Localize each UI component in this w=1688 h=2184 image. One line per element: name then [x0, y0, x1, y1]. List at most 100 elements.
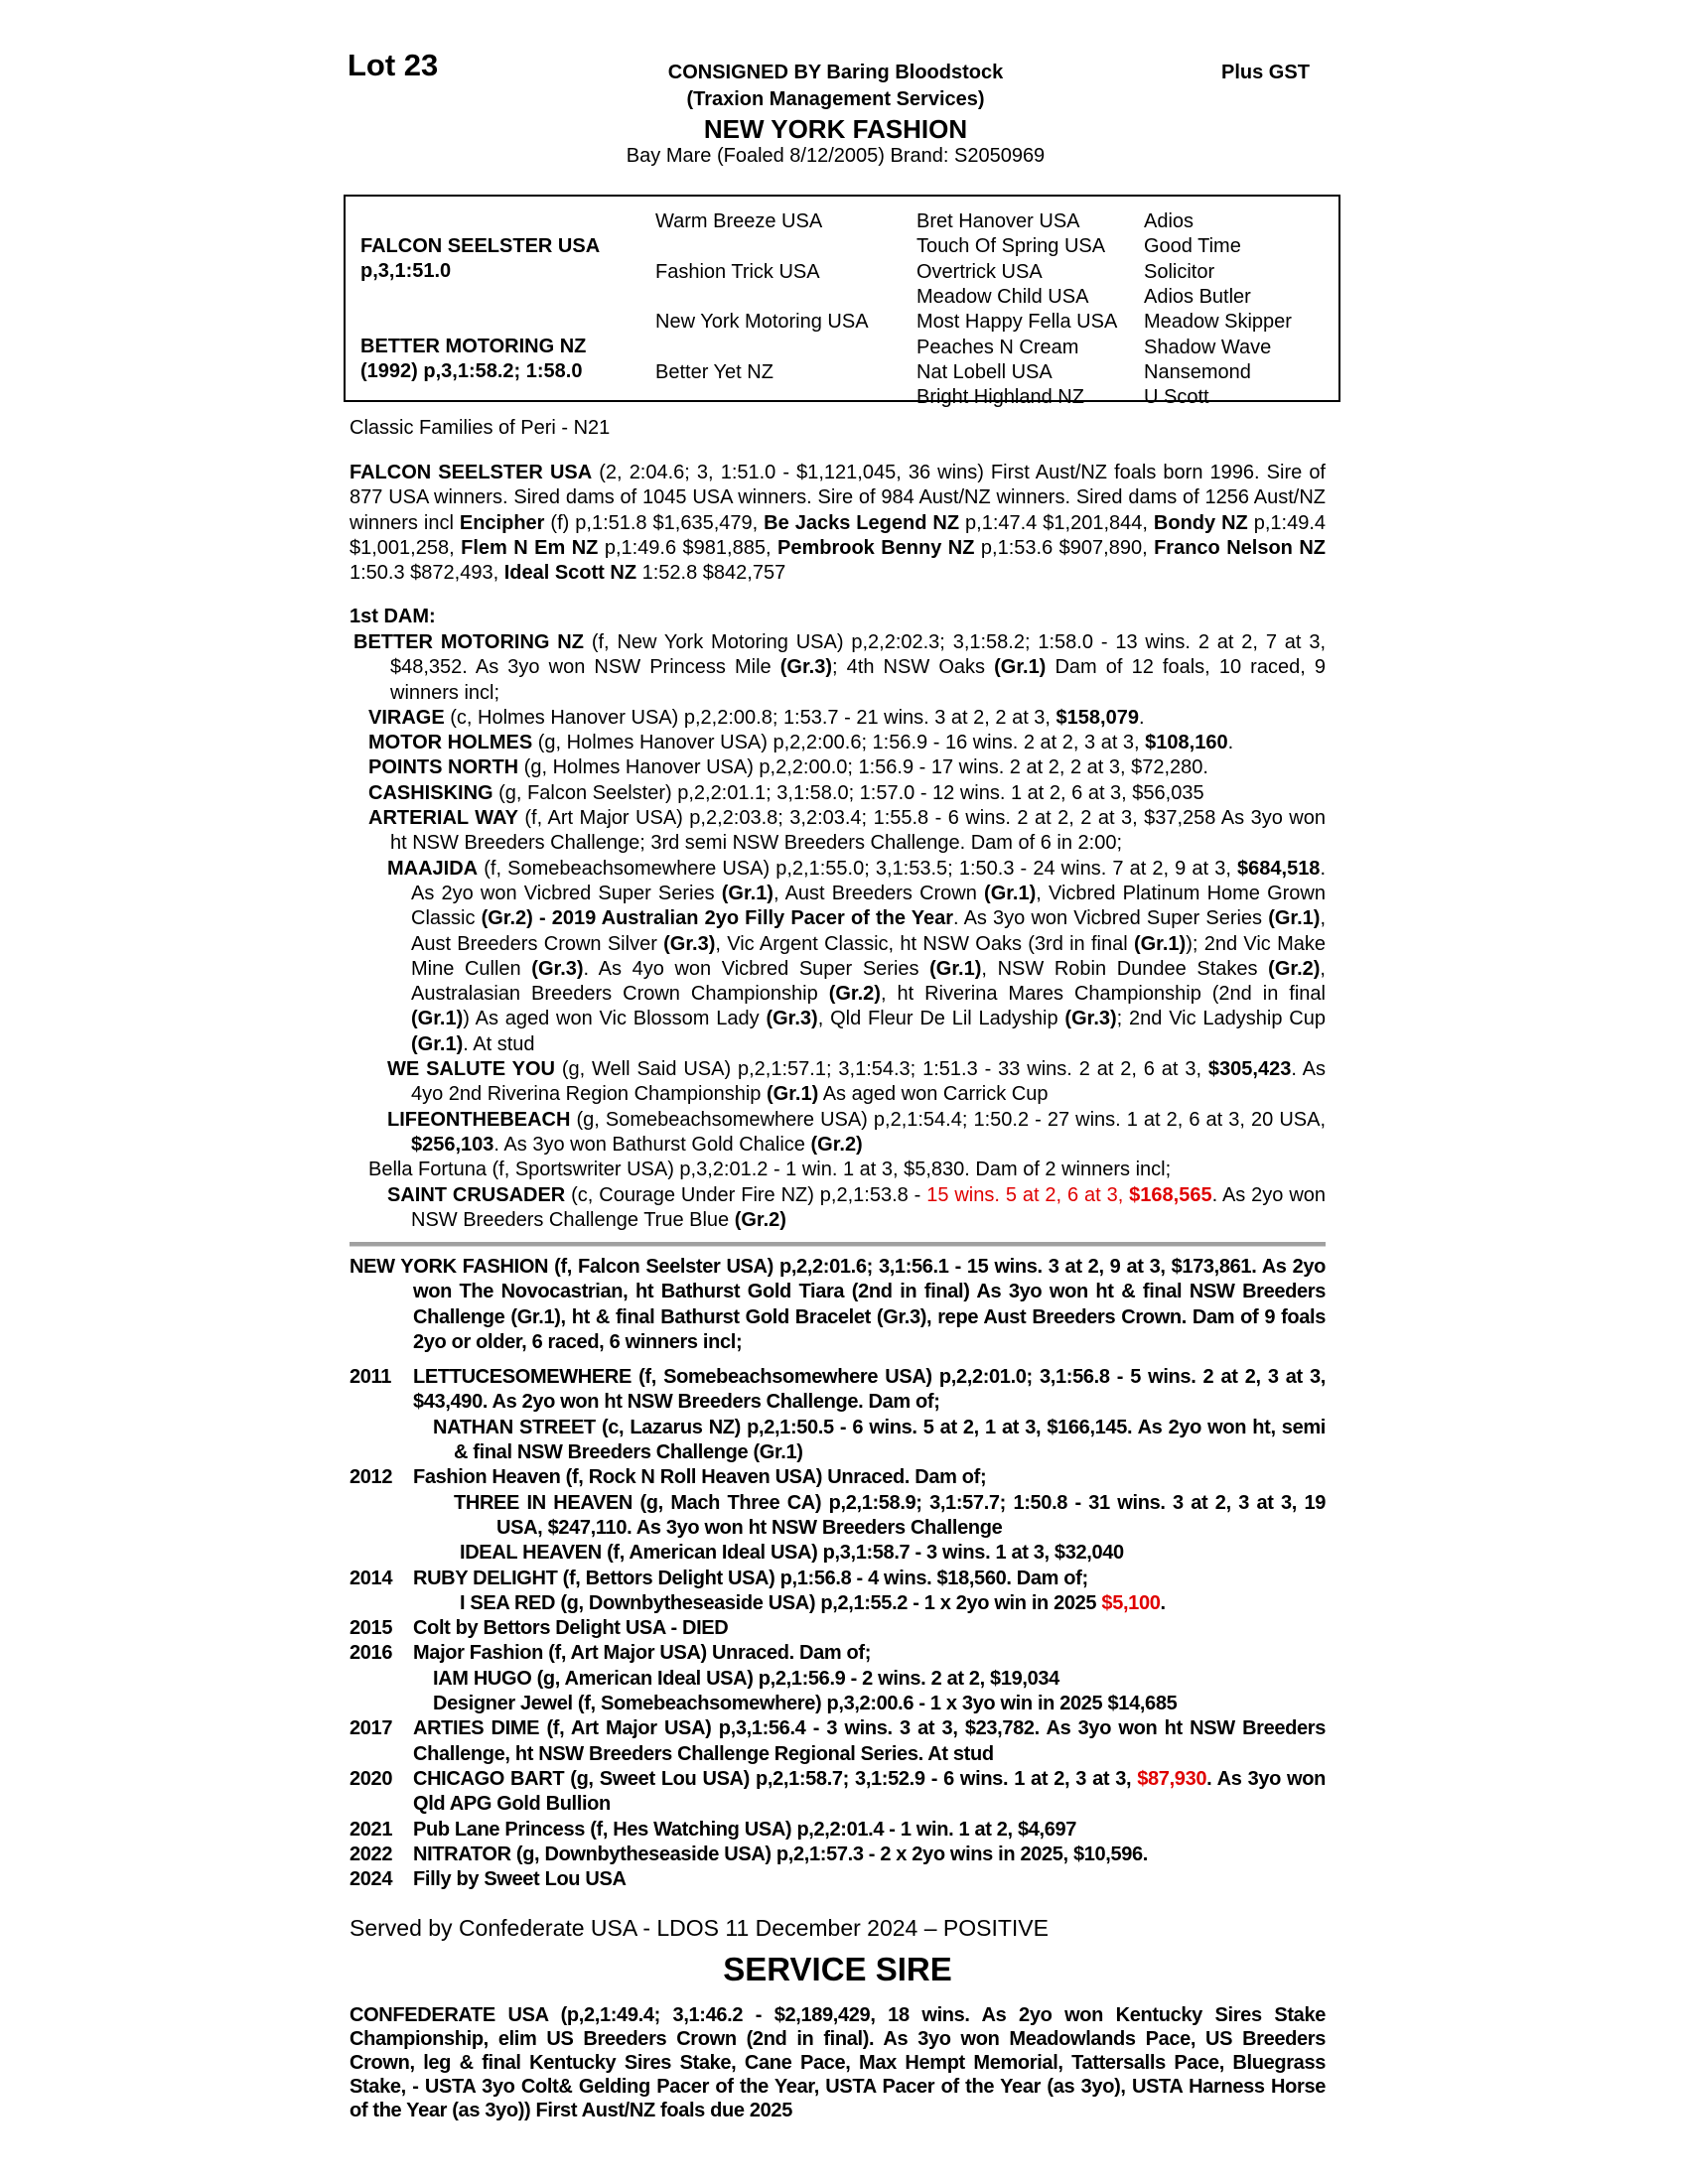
text-run: MOTOR HOLMES — [368, 732, 533, 754]
pedigree-great-great-grandparent: Adios — [1144, 210, 1195, 232]
produce-year: 2021 — [350, 1818, 393, 1841]
pedigree-great-great-grandparent: Meadow Skipper — [1144, 311, 1292, 334]
dam-produce-entry: ARTERIAL WAY (f, Art Major USA) p,2,2:03… — [350, 806, 1326, 857]
produce-text: Major Fashion (f, Art Major USA) Unraced… — [413, 1641, 1326, 1716]
produce-year: 2024 — [350, 1868, 393, 1891]
produce-text: NITRATOR (g, Downbytheseaside USA) p,2,1… — [413, 1843, 1326, 1867]
dam-produce-entry: SAINT CRUSADER (c, Courage Under Fire NZ… — [350, 1183, 1326, 1234]
produce-year: 2017 — [350, 1717, 393, 1740]
produce-row: 2024 Filly by Sweet Lou USA — [350, 1867, 1326, 1892]
produce-row: 2020 CHICAGO BART (g, Sweet Lou USA) p,2,… — [350, 1767, 1326, 1818]
text-run: (Gr.2) — [810, 1133, 863, 1156]
produce-text: Fashion Heaven (f, Rock N Roll Heaven US… — [413, 1465, 1326, 1566]
text-run: . At stud — [463, 1032, 535, 1055]
text-run: 1:50.3 $872,493, — [350, 562, 504, 585]
produce-row: 2021 Pub Lane Princess (f, Hes Watching U… — [350, 1818, 1326, 1843]
text-run: (Gr.2) - 2019 Australian 2yo Filly Pacer… — [481, 907, 953, 930]
lot-number: Lot 23 — [348, 48, 439, 82]
text-run: 15 wins. 5 at 2, 6 at 3, — [926, 1183, 1130, 1206]
text-run: ; 2nd Vic Ladyship Cup — [1116, 1008, 1326, 1030]
pedigree-grandparent: Better Yet NZ — [655, 360, 774, 383]
text-run: NEW YORK FASHION (f, Falcon Seelster USA… — [350, 1256, 1326, 1353]
text-run: $5,100 — [1101, 1591, 1161, 1614]
dam-produce-entry: Bella Fortuna (f, Sportswriter USA) p,3,… — [350, 1158, 1326, 1182]
text-run: LIFEONTHEBEACH — [387, 1108, 571, 1131]
text-run: ); 2nd Vic Make Mine Cullen — [411, 932, 1326, 980]
consignor-sub: (Traxion Management Services) — [686, 88, 985, 110]
text-run: THREE IN HEAVEN (g, Mach Three CA) p,2,1… — [454, 1491, 1326, 1539]
produce-row: 2016 Major Fashion (f, Art Major USA) Unr… — [350, 1641, 1326, 1716]
text-run: MAAJIDA — [387, 857, 479, 880]
pedigree-great-grandparent: Peaches N Cream — [916, 336, 1079, 358]
produce-year: 2016 — [350, 1642, 393, 1665]
pedigree-grandparent: Warm Breeze USA — [655, 210, 823, 232]
text-run: (Gr.3) — [1064, 1008, 1117, 1030]
text-run: Pub Lane Princess (f, Hes Watching USA) … — [413, 1818, 1077, 1841]
produce-year: 2011 — [350, 1366, 391, 1389]
text-run: (Gr.1) — [721, 882, 774, 904]
text-run: ) As aged won Vic Blossom Lady — [463, 1008, 767, 1030]
text-run: (Gr.1) — [1133, 932, 1187, 955]
dam-produce-entry: MAAJIDA (f, Somebeachsomewhere USA) p,2,… — [350, 857, 1326, 1057]
text-run: (g, Holmes Hanover USA) p,2,2:00.6; 1:56… — [532, 732, 1146, 754]
text-run: . As 3yo won Vicbred Super Series — [953, 907, 1269, 930]
text-run: $87,930 — [1137, 1767, 1207, 1790]
text-run: ARTIES DIME (f, Art Major USA) p,3,1:56.… — [413, 1717, 1326, 1765]
text-run: Encipher — [459, 511, 545, 534]
text-run: (Gr.2) — [1268, 957, 1321, 980]
text-run: . — [1160, 1591, 1167, 1614]
pedigree-dam-record: (1992) p,3,1:58.2; 1:58.0 — [360, 360, 583, 382]
text-run: Ideal Scott NZ — [503, 562, 637, 585]
produce-text: Pub Lane Princess (f, Hes Watching USA) … — [413, 1818, 1326, 1843]
text-run: Filly by Sweet Lou USA — [413, 1868, 627, 1891]
section-divider — [350, 1242, 1326, 1247]
text-run: Colt by Bettors Delight USA - DIED — [413, 1617, 729, 1640]
text-run: (Gr.1) — [411, 1008, 464, 1030]
plus-gst: Plus GST — [1221, 62, 1310, 83]
text-run: , ht Riverina Mares Championship (2nd in… — [880, 983, 1326, 1006]
pedigree-great-grandparent: Bret Hanover USA — [916, 210, 1080, 232]
text-run: SAINT CRUSADER — [387, 1183, 566, 1206]
dam-produce-entry: BETTER MOTORING NZ (f, New York Motoring… — [350, 630, 1326, 706]
pedigree-table: FALCON SEELSTER USA p,3,1:51.0 BETTER MO… — [344, 195, 1340, 408]
text-run: , Australasian Breeders Crown Championsh… — [411, 957, 1326, 1006]
dam-produce-entry: POINTS NORTH (g, Holmes Hanover USA) p,2… — [350, 755, 1326, 780]
horse-description: Bay Mare (Foaled 8/12/2005) Brand: S2050… — [626, 145, 1046, 167]
pedigree-sire-name: FALCON SEELSTER USA — [360, 235, 601, 257]
horse-name: NEW YORK FASHION — [703, 114, 968, 144]
produce-list: 2011 LETTUCESOMEWHERE (f, Somebeachsomewh… — [350, 1365, 1326, 1892]
text-run: , NSW Robin Dundee Stakes — [981, 957, 1269, 980]
text-run: . As 4yo 2nd Riverina Region Championshi… — [411, 1058, 1326, 1106]
produce-year: 2014 — [350, 1567, 393, 1589]
produce-year: 2022 — [350, 1843, 393, 1865]
service-sire-text: CONFEDERATE USA (p,2,1:49.4; 3,1:46.2 - … — [350, 2004, 1326, 2122]
text-run: (g, Holmes Hanover USA) p,2,2:00.0; 1:56… — [518, 756, 1208, 779]
produce-offspring: IDEAL HEAVEN (f, American Ideal USA) p,3… — [350, 1541, 1326, 1566]
text-run: CASHISKING — [368, 781, 493, 804]
text-run: . As 3yo won Bathurst Gold Chalice — [493, 1133, 811, 1156]
text-run: p,1:53.6 $907,890, — [974, 536, 1155, 559]
text-run: p,1:49.4 $1,001,258, — [350, 511, 1327, 559]
dam-produce-entry: MOTOR HOLMES (g, Holmes Hanover USA) p,2… — [350, 731, 1326, 755]
text-run: (Gr.1) — [1268, 907, 1321, 930]
pedigree-dam-name: BETTER MOTORING NZ — [360, 336, 587, 357]
dam-produce-entry: LIFEONTHEBEACH (g, Somebeachsomewhere US… — [350, 1108, 1326, 1159]
text-run: ARTERIAL WAY — [368, 807, 518, 830]
text-run: FALCON SEELSTER USA — [350, 462, 593, 483]
text-run: (Gr.2) — [734, 1208, 786, 1231]
pedigree-great-great-grandparent: Nansemond — [1144, 360, 1251, 383]
pedigree-grandparent: New York Motoring USA — [655, 311, 869, 334]
text-run: $158,079 — [1055, 706, 1139, 729]
text-run: $305,423 — [1207, 1058, 1292, 1081]
text-run: $684,518 — [1237, 857, 1321, 880]
text-run: LETTUCESOMEWHERE (f, Somebeachsomewhere … — [413, 1366, 1326, 1414]
text-run: As aged won Carrick Cup — [818, 1083, 1049, 1106]
text-run: (g, Well Said USA) p,2,1:57.1; 3,1:54.3;… — [554, 1058, 1208, 1081]
produce-offspring: I SEA RED (g, Downbytheseaside USA) p,2,… — [350, 1591, 1326, 1616]
dam-produce-entry: WE SALUTE YOU (g, Well Said USA) p,2,1:5… — [350, 1057, 1326, 1108]
pedigree-great-grandparent: Overtrick USA — [916, 260, 1043, 283]
produce-year: 2012 — [350, 1466, 393, 1489]
text-run: (Gr.3) — [531, 957, 584, 980]
text-run: (f, New York Motoring USA) p,2,2:02.3; 3… — [390, 631, 1326, 679]
produce-offspring: NATHAN STREET (c, Lazarus NZ) p,2,1:50.5… — [350, 1416, 1326, 1466]
